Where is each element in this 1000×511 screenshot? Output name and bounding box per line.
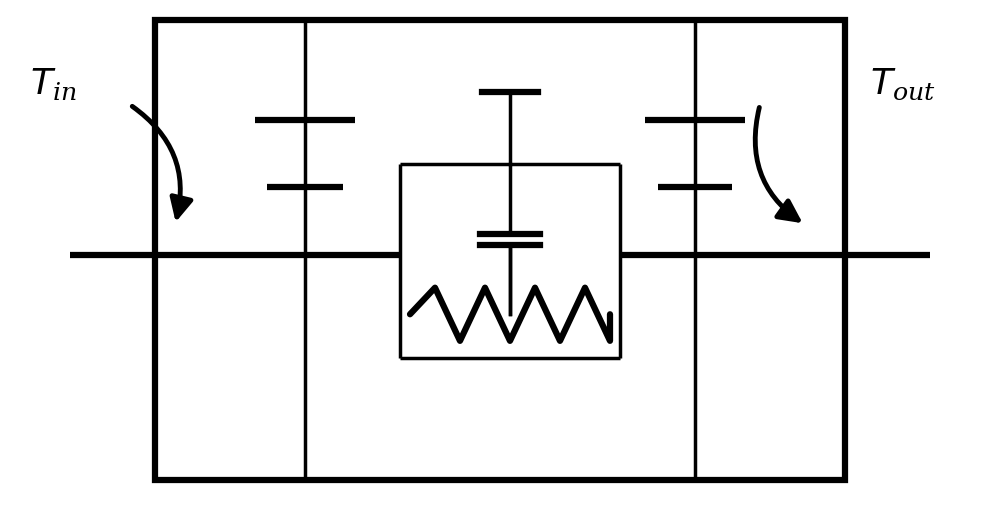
Text: $T_{\mathregular{out}}$: $T_{\mathregular{out}}$ [870, 66, 936, 102]
Text: $T_{\mathregular{in}}$: $T_{\mathregular{in}}$ [30, 66, 77, 102]
FancyArrowPatch shape [132, 106, 191, 217]
Bar [155, 20, 845, 480]
FancyArrowPatch shape [755, 107, 798, 220]
